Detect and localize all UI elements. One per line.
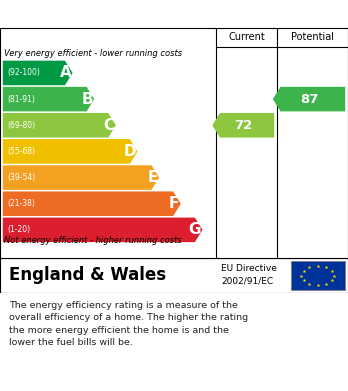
Polygon shape [3, 217, 203, 242]
Text: D: D [124, 144, 136, 159]
Text: 87: 87 [300, 93, 318, 106]
Text: (1-20): (1-20) [7, 225, 30, 234]
Text: (21-38): (21-38) [7, 199, 35, 208]
Text: (39-54): (39-54) [7, 173, 35, 182]
Text: C: C [103, 118, 114, 133]
Polygon shape [3, 192, 181, 216]
Text: G: G [189, 222, 201, 237]
Polygon shape [3, 61, 73, 85]
Text: B: B [81, 91, 93, 107]
Text: 72: 72 [234, 119, 252, 132]
Polygon shape [273, 87, 345, 111]
Polygon shape [212, 113, 274, 138]
Text: (81-91): (81-91) [7, 95, 35, 104]
Bar [291, 261, 345, 290]
Text: Energy Efficiency Rating: Energy Efficiency Rating [9, 7, 211, 22]
Text: England & Wales: England & Wales [9, 267, 166, 285]
Text: EU Directive
2002/91/EC: EU Directive 2002/91/EC [221, 264, 277, 285]
Polygon shape [3, 113, 116, 138]
Polygon shape [3, 165, 159, 190]
Text: (92-100): (92-100) [7, 68, 40, 77]
Text: E: E [148, 170, 158, 185]
Text: (69-80): (69-80) [7, 121, 35, 130]
Text: Potential: Potential [291, 32, 334, 43]
Text: The energy efficiency rating is a measure of the
overall efficiency of a home. T: The energy efficiency rating is a measur… [9, 301, 248, 347]
Text: F: F [169, 196, 180, 211]
Text: (55-68): (55-68) [7, 147, 35, 156]
Text: A: A [60, 65, 71, 81]
Text: Not energy efficient - higher running costs: Not energy efficient - higher running co… [4, 236, 182, 245]
Polygon shape [3, 87, 94, 111]
Text: Very energy efficient - lower running costs: Very energy efficient - lower running co… [4, 49, 182, 58]
Text: Current: Current [228, 32, 265, 43]
Polygon shape [3, 139, 137, 164]
